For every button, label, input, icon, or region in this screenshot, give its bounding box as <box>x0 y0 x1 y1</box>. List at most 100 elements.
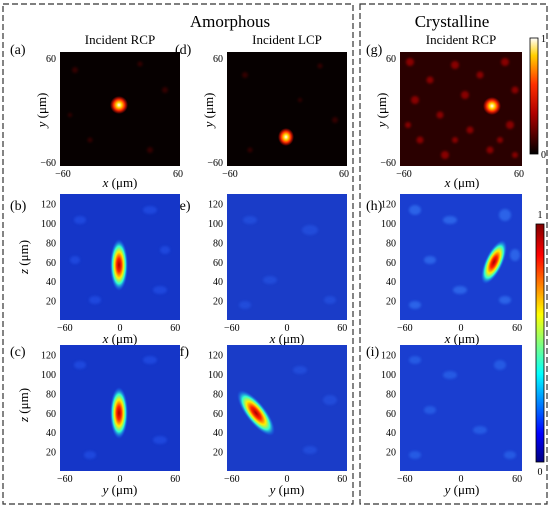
z-tick-80: 80 <box>46 238 56 249</box>
xlabel-a: x (μm) <box>102 175 138 190</box>
mid_x-tick-1: 0 <box>118 323 123 334</box>
z-tick-100: 100 <box>381 370 396 381</box>
z-tick-120: 120 <box>381 200 396 211</box>
z-tick-80: 80 <box>386 238 396 249</box>
ytick-g-top: 60 <box>386 54 396 65</box>
panel-b <box>60 194 180 320</box>
z-tick-20: 20 <box>386 297 396 308</box>
panel-d-map <box>227 52 347 166</box>
panel-g <box>400 52 522 166</box>
z-tick-40: 40 <box>386 277 396 288</box>
z-tick-100: 100 <box>208 219 223 230</box>
ylabel-g: y (μm) <box>374 93 389 130</box>
bot_y-tick-2: 60 <box>170 474 180 485</box>
bot_y-tick-1: 0 <box>285 474 290 485</box>
z-tick-80: 80 <box>213 238 223 249</box>
z-tick-labels: 120 100 80 60 40 20 120 100 80 60 40 20 120 100 80 60 40… <box>41 200 396 459</box>
column-header-2: Incident LCP <box>252 32 322 47</box>
ylabel-d: y (μm) <box>201 93 216 130</box>
z-tick-80: 80 <box>213 389 223 400</box>
mid_x-tick-2: 60 <box>512 323 522 334</box>
z-tick-100: 100 <box>41 219 56 230</box>
bot_y-tick-0: −60 <box>397 474 413 485</box>
panel-f-texture <box>293 366 337 454</box>
z-tick-60: 60 <box>46 409 56 420</box>
panel-d-focal-spot <box>278 128 294 146</box>
xlabel-e: x (μm) <box>269 331 305 346</box>
z-tick-120: 120 <box>381 351 396 362</box>
panel-i-texture <box>409 356 516 459</box>
panel-label-c: (c) <box>10 345 26 360</box>
z-tick-40: 40 <box>213 428 223 439</box>
panel-label-a: (a) <box>10 43 26 58</box>
xtick-a-max: 60 <box>173 169 183 180</box>
bot_y-tick-2: 60 <box>337 474 347 485</box>
z-tick-20: 20 <box>213 297 223 308</box>
z-tick-40: 40 <box>213 277 223 288</box>
z-tick-60: 60 <box>386 258 396 269</box>
mid-x-tick-labels: −60 0 60 −60 0 60 −60 0 60 <box>57 323 522 334</box>
mid_x-tick-1: 0 <box>459 323 464 334</box>
colorbar-hot <box>529 37 539 155</box>
ylabel-bottom-i: y (μm) <box>443 482 480 497</box>
xtick-g-min: −60 <box>396 169 412 180</box>
panel-e <box>227 194 347 320</box>
bot_y-tick-2: 60 <box>512 474 522 485</box>
ylabel-bottom-f: y (μm) <box>268 482 305 497</box>
colorbar-jet <box>535 223 545 463</box>
crystalline-frame <box>359 3 548 505</box>
panel-label-g: (g) <box>366 43 383 58</box>
panel-h <box>400 194 522 320</box>
panel-d-speckle <box>242 63 338 153</box>
z-tick-40: 40 <box>46 428 56 439</box>
mid_x-tick-2: 60 <box>337 323 347 334</box>
z-tick-80: 80 <box>46 389 56 400</box>
xlabel-h: x (μm) <box>444 331 480 346</box>
panel-h-texture <box>409 205 520 309</box>
amorphous-frame <box>2 3 354 505</box>
z-tick-40: 40 <box>386 428 396 439</box>
z-tick-120: 120 <box>41 351 56 362</box>
ytick-a-top: 60 <box>46 54 56 65</box>
zlabel-b: z (μm) <box>16 240 31 275</box>
xtick-a-min: −60 <box>55 169 71 180</box>
column-header-3: Incident RCP <box>426 32 496 47</box>
ytick-g-bottom: −60 <box>380 158 396 169</box>
z-tick-20: 20 <box>386 448 396 459</box>
xlabel-g: x (μm) <box>444 175 480 190</box>
z-tick-60: 60 <box>213 258 223 269</box>
z-tick-120: 120 <box>208 200 223 211</box>
panel-a-speckle <box>68 61 168 153</box>
colorbar-jet-min: 0 <box>538 467 543 478</box>
z-tick-100: 100 <box>41 370 56 381</box>
z-tick-80: 80 <box>386 389 396 400</box>
panel-g-focal-spot <box>483 97 501 115</box>
z-tick-60: 60 <box>46 258 56 269</box>
panel-g-speckle <box>405 58 519 159</box>
ytick-d-bottom: −60 <box>207 158 223 169</box>
column-header-1: Incident RCP <box>85 32 155 47</box>
z-tick-60: 60 <box>213 409 223 420</box>
panel-label-h: (h) <box>366 199 383 214</box>
z-tick-20: 20 <box>213 448 223 459</box>
panel-c-focal-spot <box>110 387 128 439</box>
z-tick-40: 40 <box>46 277 56 288</box>
panel-c-texture <box>74 356 167 459</box>
panel-c <box>60 345 180 471</box>
panel-i <box>400 345 522 471</box>
panel-g-map <box>400 52 522 166</box>
mid_x-tick-0: −60 <box>397 323 413 334</box>
panel-a <box>60 52 180 166</box>
mid_x-tick-1: 0 <box>285 323 290 334</box>
panel-h-focal-spot <box>480 239 508 285</box>
panel-d <box>227 52 347 166</box>
panel-b-texture <box>70 206 170 304</box>
panel-f-focal-spot <box>237 390 275 436</box>
mid_x-tick-2: 60 <box>170 323 180 334</box>
mid_x-tick-0: −60 <box>57 323 73 334</box>
ytick-d-top: 60 <box>213 54 223 65</box>
bot_y-tick-1: 0 <box>459 474 464 485</box>
xlabel-b: x (μm) <box>102 331 138 346</box>
panel-b-focal-spot <box>110 239 128 291</box>
colorbar-hot-max: 1 <box>541 34 546 45</box>
